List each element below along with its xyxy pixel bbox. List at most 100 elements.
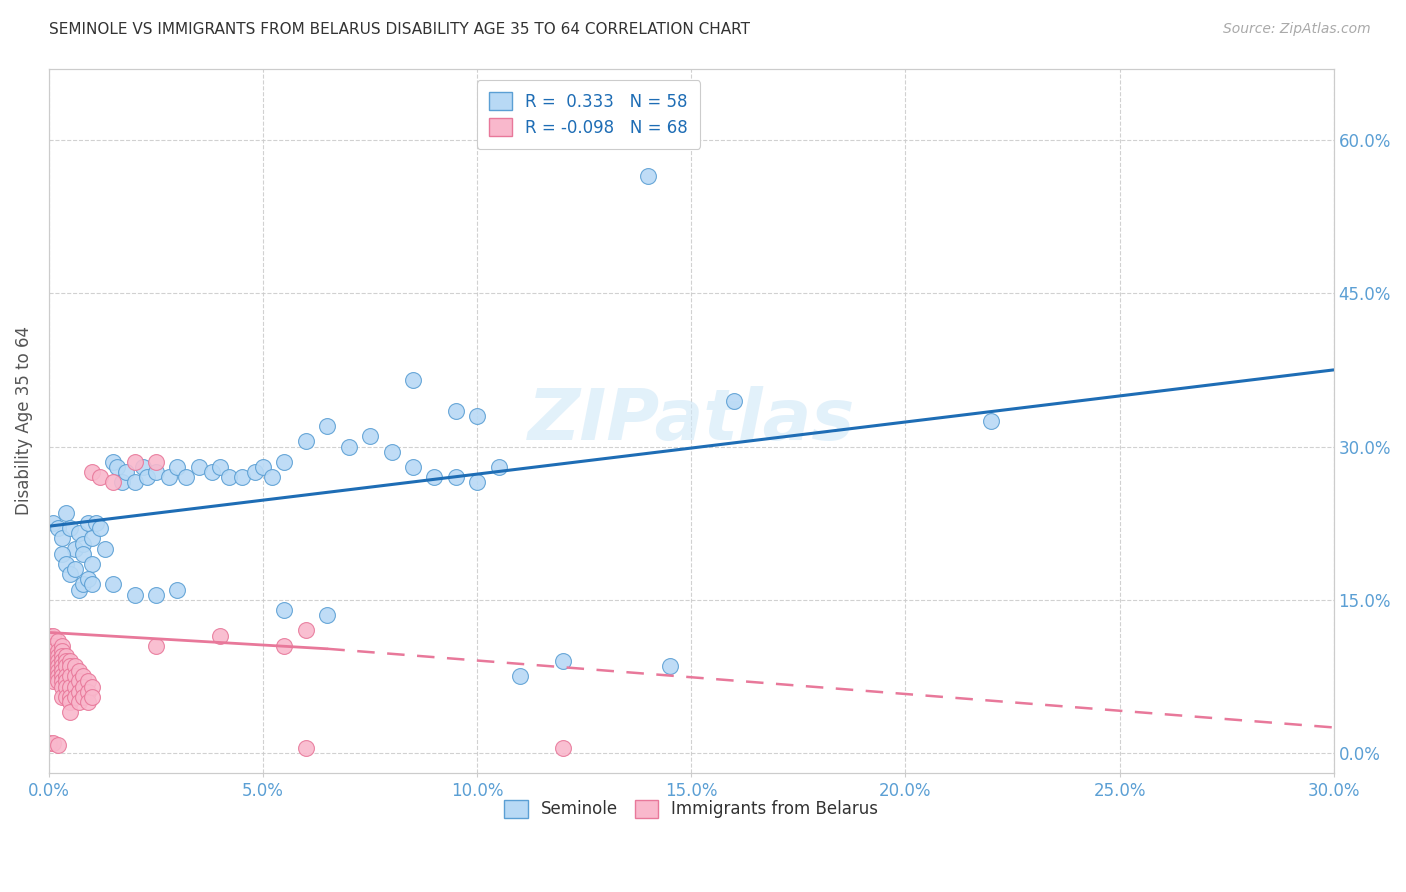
- Point: [55, 669, 77, 683]
- Point: [111, 475, 134, 490]
- Point: [42, 669, 65, 683]
- Point: [51, 669, 73, 683]
- Point: [145, 588, 167, 602]
- Point: [59, 654, 82, 668]
- Point: [76, 674, 98, 689]
- Point: [55, 674, 77, 689]
- Text: Source: ZipAtlas.com: Source: ZipAtlas.com: [1223, 22, 1371, 37]
- Point: [103, 577, 125, 591]
- Point: [46, 654, 69, 668]
- Point: [51, 674, 73, 689]
- Point: [55, 557, 77, 571]
- Point: [59, 690, 82, 704]
- Point: [76, 572, 98, 586]
- Point: [46, 674, 69, 689]
- Point: [38, 644, 60, 658]
- Point: [42, 516, 65, 530]
- Point: [380, 444, 402, 458]
- Point: [63, 541, 86, 556]
- Point: [218, 470, 240, 484]
- Point: [59, 567, 82, 582]
- Point: [89, 521, 111, 535]
- Point: [723, 393, 745, 408]
- Point: [42, 659, 65, 673]
- Point: [157, 470, 180, 484]
- Point: [551, 654, 574, 668]
- Point: [423, 470, 446, 484]
- Point: [295, 434, 318, 449]
- Point: [93, 541, 115, 556]
- Point: [107, 459, 129, 474]
- Point: [46, 633, 69, 648]
- Point: [76, 695, 98, 709]
- Point: [252, 459, 274, 474]
- Point: [67, 684, 90, 698]
- Point: [46, 644, 69, 658]
- Point: [145, 639, 167, 653]
- Point: [59, 705, 82, 719]
- Point: [46, 665, 69, 679]
- Point: [67, 674, 90, 689]
- Point: [72, 547, 94, 561]
- Point: [80, 577, 103, 591]
- Point: [51, 648, 73, 663]
- Point: [42, 639, 65, 653]
- Point: [55, 690, 77, 704]
- Point: [46, 521, 69, 535]
- Point: [72, 690, 94, 704]
- Point: [316, 608, 339, 623]
- Point: [46, 648, 69, 663]
- Point: [124, 455, 146, 469]
- Point: [166, 582, 188, 597]
- Point: [132, 459, 155, 474]
- Point: [59, 521, 82, 535]
- Point: [231, 470, 253, 484]
- Point: [55, 648, 77, 663]
- Point: [42, 628, 65, 642]
- Point: [51, 690, 73, 704]
- Point: [444, 470, 467, 484]
- Point: [42, 648, 65, 663]
- Point: [63, 659, 86, 673]
- Point: [174, 470, 197, 484]
- Point: [243, 465, 266, 479]
- Point: [46, 659, 69, 673]
- Point: [402, 459, 425, 474]
- Point: [166, 459, 188, 474]
- Point: [59, 680, 82, 694]
- Point: [42, 665, 65, 679]
- Point: [55, 680, 77, 694]
- Point: [76, 684, 98, 698]
- Point: [337, 440, 360, 454]
- Point: [295, 740, 318, 755]
- Point: [103, 475, 125, 490]
- Point: [59, 659, 82, 673]
- Point: [980, 414, 1002, 428]
- Point: [637, 169, 659, 183]
- Point: [201, 465, 224, 479]
- Point: [46, 669, 69, 683]
- Point: [67, 695, 90, 709]
- Point: [51, 665, 73, 679]
- Point: [488, 459, 510, 474]
- Point: [273, 603, 295, 617]
- Point: [55, 506, 77, 520]
- Legend: Seminole, Immigrants from Belarus: Seminole, Immigrants from Belarus: [498, 793, 884, 825]
- Point: [187, 459, 209, 474]
- Point: [402, 373, 425, 387]
- Point: [465, 475, 488, 490]
- Point: [46, 738, 69, 752]
- Point: [51, 547, 73, 561]
- Point: [51, 532, 73, 546]
- Point: [55, 659, 77, 673]
- Point: [145, 455, 167, 469]
- Point: [42, 644, 65, 658]
- Point: [509, 669, 531, 683]
- Point: [42, 674, 65, 689]
- Point: [63, 669, 86, 683]
- Point: [76, 516, 98, 530]
- Point: [38, 648, 60, 663]
- Point: [295, 624, 318, 638]
- Point: [260, 470, 283, 484]
- Point: [115, 465, 138, 479]
